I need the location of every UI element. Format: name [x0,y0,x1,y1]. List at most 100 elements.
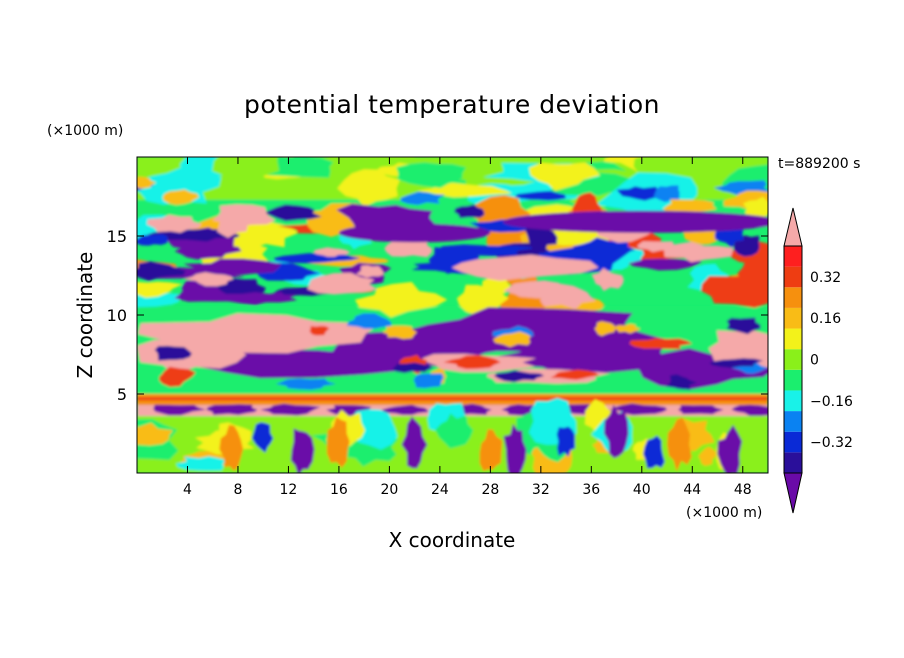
contour-patch [503,210,768,233]
colorbar-segment [784,349,802,370]
contour-patch [313,247,351,257]
colorbar-segment [784,307,802,329]
contour-patch [337,169,400,208]
colorbar: 0.32 0.16 0 −0.16 −0.32 [783,207,853,514]
contour-patch [726,317,761,335]
contour-patch [529,162,601,191]
contour-patch [400,191,446,205]
contour-patch [290,428,315,473]
contour-patch [591,268,624,292]
contour-patch [643,435,665,469]
time-label: t=889200 s [778,156,860,172]
contour-patch [717,424,743,473]
contour-patch [616,186,664,201]
contour-patch [181,258,282,276]
x-unit-label: (×1000 m) [686,505,762,521]
contour-patch [614,403,668,416]
contour-patch [275,378,336,390]
colorbar-segment [784,431,802,453]
colorbar-segment [784,266,802,288]
contour-patch [146,229,240,242]
contour-patch [355,265,384,278]
contour-patch [153,404,206,416]
contour-patch [146,214,202,233]
contour-patch [154,345,192,361]
contour-patch [137,234,168,246]
y-tick-label: 5 [117,385,127,404]
colorbar-segment [784,328,802,350]
contour-patch [550,369,599,380]
contour-patch [698,446,716,466]
contour-patch [503,423,527,473]
contour-patch [307,272,378,295]
contour-patch [662,199,717,213]
colorbar-max-triangle [783,207,803,247]
contour-patch [382,325,417,339]
contour-patch [401,416,428,469]
x-tick-label: 40 [633,482,651,498]
contour-patch [137,422,174,446]
colorbar-segment [784,246,802,267]
x-tick-label: 8 [233,482,242,498]
contour-patch [709,358,763,368]
contour-patch [629,338,693,350]
contour-patch [354,281,448,318]
contour-field [137,157,768,473]
x-tick-label: 36 [582,482,600,498]
contour-patch [251,422,274,453]
contour-patch [614,323,641,334]
contour-patch [212,157,280,182]
contour-patch [493,331,531,348]
contour-patch [489,343,690,376]
y-tick-label: 15 [107,227,127,246]
contour-patch [274,253,361,264]
contour-patch [309,326,330,336]
colorbar-segment [784,390,802,412]
contour-patch [393,362,434,374]
colorbar-tick-label: −0.32 [810,435,853,451]
contour-patch [628,258,703,271]
contour-patch [175,456,228,471]
contour-patch [260,403,321,416]
contour-patch [540,283,596,310]
contour-patch [206,404,258,415]
contour-patch [338,223,491,243]
colorbar-segment [784,287,802,308]
contour-patch [556,426,576,457]
x-tick-label: 12 [280,482,298,498]
contour-patch [264,204,322,222]
contour-patch [162,189,200,205]
contour-patch [326,417,350,468]
contour-patch [253,291,298,303]
contour-band [137,397,768,401]
y-unit-label: (×1000 m) [47,123,123,139]
contour-patch [183,272,234,287]
x-tick-label: 24 [431,482,449,498]
x-axis: 4 8 12 16 20 24 28 32 36 40 44 48 [183,157,752,498]
colorbar-tick-label: 0.32 [810,270,841,286]
contour-patch [667,417,692,472]
contour-patch [479,429,503,471]
contour-patch [137,261,186,282]
y-tick-label: 10 [107,306,127,325]
colorbar-segment [784,369,802,391]
contour-patch [603,404,629,459]
contour-patch [664,241,734,263]
colorbar-min-triangle [783,472,803,514]
contour-patch [665,374,698,390]
contour-patch [494,370,545,383]
contour-patch [396,162,466,188]
x-tick-label: 44 [683,482,701,498]
contour-patch [137,281,183,298]
contour-patch [159,366,196,387]
contour-patch [514,190,566,201]
contour-patch [653,185,680,203]
contour-patch [731,404,768,416]
x-tick-label: 32 [532,482,550,498]
y-axis-label: Z coordinate [73,252,97,379]
x-tick-label: 28 [481,482,499,498]
colorbar-tick-label: −0.16 [810,394,853,410]
contour-patch [413,373,444,389]
contour-patch [435,413,474,449]
